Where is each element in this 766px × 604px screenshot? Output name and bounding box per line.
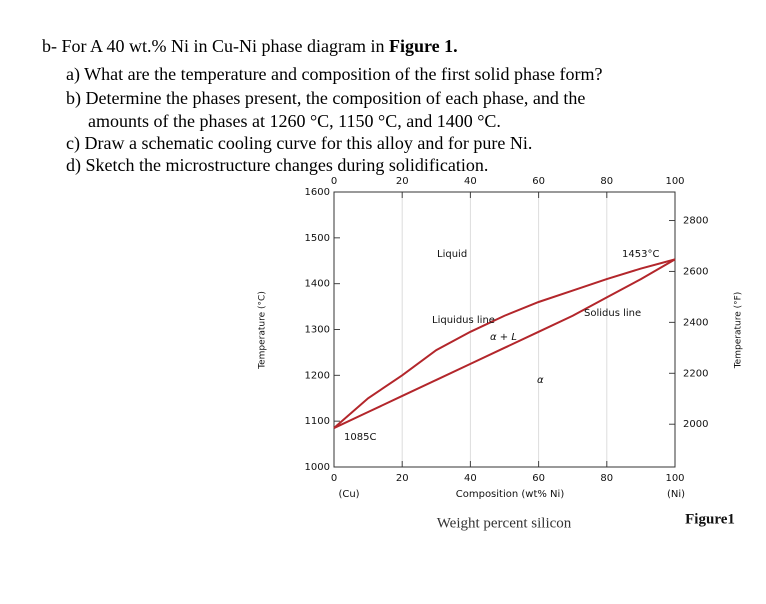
y2-tick-label: 2000 (683, 419, 708, 430)
x-axis-title-alt: Weight percent silicon (437, 515, 572, 531)
figure-caption: Figure1 (685, 511, 735, 527)
x-tick-label-top: 80 (600, 176, 613, 187)
x-tick-label: 100 (665, 473, 684, 484)
question-item: b) Determine the phases present, the com… (66, 88, 586, 108)
x-tick-label-top: 60 (532, 176, 545, 187)
x-axis-title: Composition (wt% Ni) (456, 489, 565, 500)
y2-tick-label: 2200 (683, 368, 708, 379)
annotation: Liquid (437, 249, 467, 260)
x-tick-label: 40 (464, 473, 477, 484)
figure-ref: Figure 1. (388, 36, 458, 56)
x-tick-label: 80 (600, 473, 613, 484)
question-item: a) What are the temperature and composit… (66, 64, 603, 84)
annotation: 1453°C (622, 249, 659, 260)
series-label: Solidus line (584, 308, 641, 319)
annotation: 1085C (344, 432, 376, 443)
y2-tick-label: 2800 (683, 216, 708, 227)
x-tick-label: 20 (396, 473, 409, 484)
y-tick-label: 1300 (305, 325, 330, 336)
y-tick-label: 1400 (305, 279, 330, 290)
x-tick-label-top: 0 (331, 176, 337, 187)
y-tick-label: 1600 (305, 187, 330, 198)
y-tick-label: 1500 (305, 233, 330, 244)
x-tick-label: 0 (331, 473, 337, 484)
question-item: d) Sketch the microstructure changes dur… (66, 155, 489, 175)
y-tick-label: 1100 (305, 416, 330, 427)
y-tick-label: 1200 (305, 370, 330, 381)
phase-boundary (333, 258, 676, 429)
x-tick-label-top: 40 (464, 176, 477, 187)
phase-boundary (333, 258, 676, 429)
annotation: α (537, 375, 544, 386)
question-intro: b- For A 40 wt.% Ni in Cu-Ni phase diagr… (42, 36, 458, 57)
x-tick-label-top: 100 (665, 176, 684, 187)
y2-tick-label: 2400 (683, 317, 708, 328)
question-item: amounts of the phases at 1260 °C, 1150 °… (88, 111, 501, 131)
series-label: Liquidus line (432, 315, 495, 326)
y2-axis-title: Temperature (°F) (734, 292, 744, 370)
annotation: (Cu) (338, 489, 359, 500)
annotation: (Ni) (667, 489, 685, 500)
intro-text: b- For A 40 wt.% Ni in Cu-Ni phase diagr… (42, 36, 389, 56)
x-tick-label-top: 20 (396, 176, 409, 187)
y-tick-label: 1000 (305, 462, 330, 473)
plot-frame (333, 191, 676, 468)
annotation: α + L (490, 332, 517, 343)
y2-tick-label: 2600 (683, 266, 708, 277)
x-tick-label: 60 (532, 473, 545, 484)
y-axis-title: Temperature (°C) (258, 291, 268, 370)
question-item: c) Draw a schematic cooling curve for th… (66, 133, 533, 153)
